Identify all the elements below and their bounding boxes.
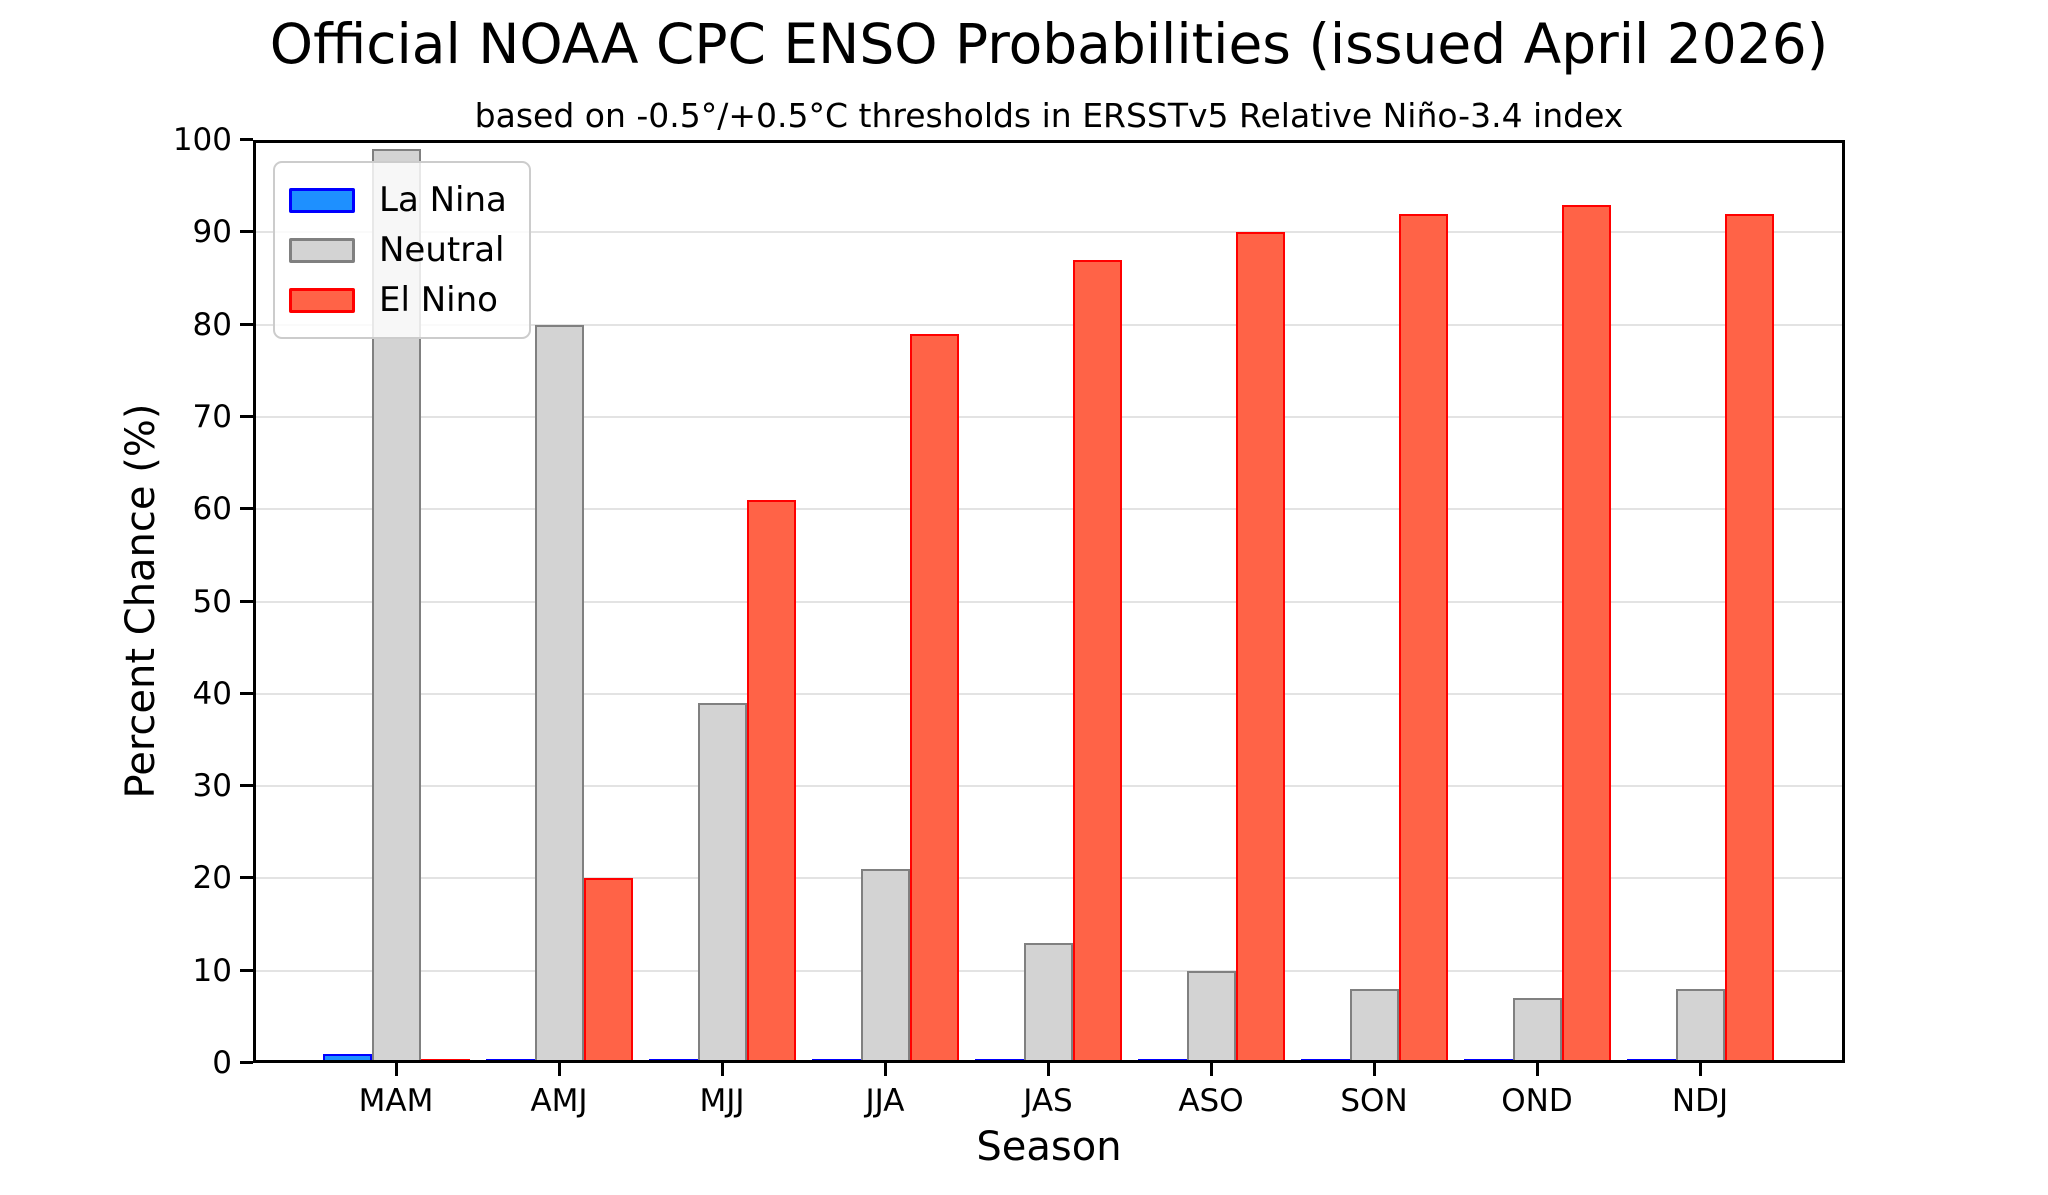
y-tick-mark-100 <box>240 138 253 141</box>
plot-spine-right <box>1842 140 1845 1063</box>
bar-amj-el-nino <box>583 878 633 1063</box>
x-tick-label-mam: MAM <box>358 1083 434 1119</box>
x-tick-mark-jas <box>1047 1063 1050 1076</box>
plot-spine-top <box>253 140 1845 143</box>
bar-mjj-neutral <box>697 703 747 1063</box>
legend-label-el-nino: El Nino <box>379 280 498 320</box>
legend-label-la-nina: La Nina <box>379 180 507 220</box>
legend-item-el-nino: El Nino <box>289 275 507 325</box>
gridline-60 <box>253 508 1845 511</box>
gridline-20 <box>253 877 1845 880</box>
y-tick-mark-70 <box>240 414 253 418</box>
legend-swatch-neutral <box>289 237 355 263</box>
y-tick-label-100: 100 <box>172 122 232 158</box>
x-tick-mark-mjj <box>721 1063 724 1076</box>
gridline-80 <box>253 323 1845 326</box>
y-tick-mark-10 <box>240 968 253 972</box>
y-tick-label-80: 80 <box>192 306 232 343</box>
plot-area: La Nina Neutral El Nino <box>253 140 1845 1063</box>
y-tick-label-20: 20 <box>192 860 232 897</box>
y-tick-label-40: 40 <box>192 675 232 712</box>
x-tick-label-aso: ASO <box>1178 1083 1244 1119</box>
bar-ond-el-nino <box>1561 205 1611 1063</box>
gridline-70 <box>253 415 1845 418</box>
x-tick-label-son: SON <box>1340 1083 1408 1119</box>
x-tick-mark-aso <box>1210 1063 1213 1076</box>
legend-swatch-la-nina <box>289 187 355 213</box>
y-tick-label-30: 30 <box>192 768 232 805</box>
bar-jas-neutral <box>1023 943 1073 1063</box>
y-tick-mark-60 <box>240 507 253 511</box>
legend-swatch-el-nino <box>289 287 355 313</box>
y-tick-mark-80 <box>240 322 253 326</box>
y-tick-label-10: 10 <box>192 952 232 989</box>
y-tick-mark-40 <box>240 691 253 695</box>
x-tick-label-mjj: MJJ <box>699 1083 745 1119</box>
bar-ndj-neutral <box>1675 989 1725 1063</box>
bar-son-el-nino <box>1398 214 1448 1063</box>
plot-spine-left <box>253 140 256 1063</box>
x-axis-label: Season <box>976 1124 1122 1170</box>
x-tick-mark-ond <box>1536 1063 1539 1076</box>
gridline-40 <box>253 692 1845 695</box>
legend-item-neutral: Neutral <box>289 225 507 275</box>
chart-subtitle: based on -0.5°/+0.5°C thresholds in ERSS… <box>474 96 1624 135</box>
y-tick-label-70: 70 <box>192 398 232 435</box>
x-tick-label-ndj: NDJ <box>1671 1083 1729 1119</box>
gridline-90 <box>253 231 1845 234</box>
bar-ond-neutral <box>1512 998 1562 1063</box>
y-tick-label-50: 50 <box>192 583 232 620</box>
legend-label-neutral: Neutral <box>379 230 505 270</box>
x-tick-label-jas: JAS <box>1023 1083 1073 1119</box>
y-tick-mark-30 <box>240 784 253 788</box>
plot-spine-bottom <box>253 1060 1845 1063</box>
bar-mjj-el-nino <box>746 500 796 1063</box>
bar-jja-neutral <box>860 869 910 1063</box>
x-tick-mark-ndj <box>1699 1063 1702 1076</box>
bar-amj-neutral <box>534 325 584 1063</box>
gridline-50 <box>253 600 1845 603</box>
y-tick-label-0: 0 <box>212 1045 232 1081</box>
y-tick-mark-0 <box>240 1061 253 1064</box>
x-tick-mark-son <box>1373 1063 1376 1076</box>
bar-ndj-el-nino <box>1724 214 1774 1063</box>
y-tick-label-60: 60 <box>192 491 232 528</box>
legend-item-la-nina: La Nina <box>289 175 507 225</box>
bar-aso-neutral <box>1186 971 1236 1063</box>
gridline-30 <box>253 785 1845 788</box>
legend: La Nina Neutral El Nino <box>273 161 531 339</box>
y-tick-mark-50 <box>240 599 253 603</box>
bar-jja-el-nino <box>909 334 959 1063</box>
bar-jas-el-nino <box>1072 260 1122 1063</box>
x-tick-mark-mam <box>395 1063 398 1076</box>
x-tick-label-jja: JJA <box>865 1083 905 1119</box>
x-tick-mark-jja <box>884 1063 887 1076</box>
bar-son-neutral <box>1349 989 1399 1063</box>
chart-title: Official NOAA CPC ENSO Probabilities (is… <box>269 12 1829 76</box>
y-tick-mark-90 <box>240 230 253 234</box>
x-tick-label-amj: AMJ <box>530 1083 588 1119</box>
y-tick-label-90: 90 <box>192 214 232 251</box>
x-tick-label-ond: OND <box>1501 1083 1573 1119</box>
y-tick-mark-20 <box>240 876 253 880</box>
bar-aso-el-nino <box>1235 232 1285 1063</box>
x-tick-mark-amj <box>558 1063 561 1076</box>
